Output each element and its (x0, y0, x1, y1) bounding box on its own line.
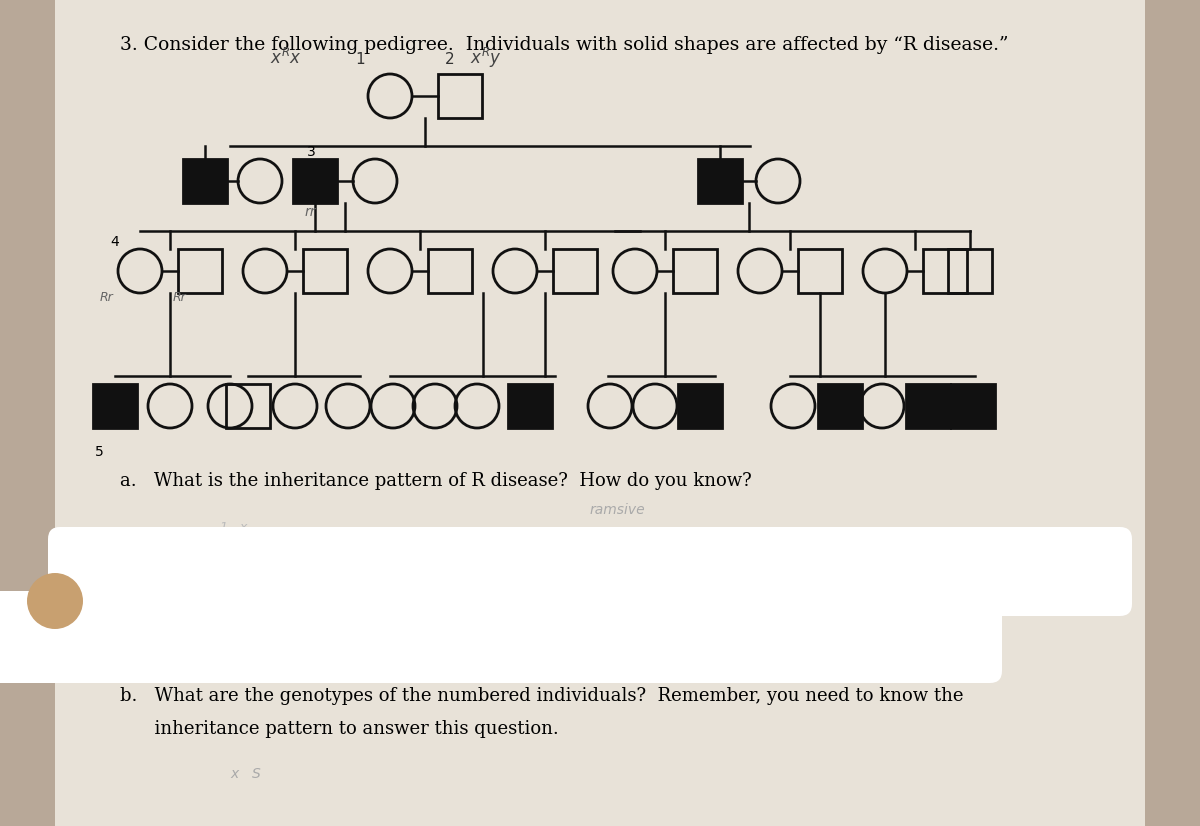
Text: 3: 3 (307, 145, 316, 159)
Text: Rr: Rr (100, 291, 114, 304)
Bar (798, 249, 842, 293)
Circle shape (28, 573, 83, 629)
Bar (438, 74, 482, 118)
Text: 1: 1 (355, 52, 365, 67)
Bar (906, 384, 950, 428)
Bar (293, 159, 337, 203)
Bar (818, 384, 862, 428)
Text: $x^R x$: $x^R x$ (270, 48, 301, 68)
Text: $x$   $S$: $x$ $S$ (230, 767, 262, 781)
Bar (178, 249, 222, 293)
Text: 4: 4 (110, 235, 119, 249)
Bar (923, 249, 967, 293)
Text: inheritance pattern to answer this question.: inheritance pattern to answer this quest… (120, 720, 559, 738)
Bar (428, 249, 472, 293)
Text: b.   What are the genotypes of the numbered individuals?  Remember, you need to : b. What are the genotypes of the numbere… (120, 687, 964, 705)
Text: be   can  have to be  bc  y: be can have to be bc y (120, 670, 265, 680)
Bar (302, 249, 347, 293)
Bar (508, 384, 552, 428)
Bar (678, 384, 722, 428)
Bar (182, 159, 227, 203)
Text: 1   x.: 1 x. (220, 521, 251, 534)
Bar (673, 249, 718, 293)
Bar (698, 159, 742, 203)
Text: ramsive: ramsive (590, 503, 646, 517)
FancyBboxPatch shape (0, 591, 1002, 683)
Text: rr: rr (305, 205, 317, 219)
Bar (226, 384, 270, 428)
Text: a.   What is the inheritance pattern of R disease?  How do you know?: a. What is the inheritance pattern of R … (120, 472, 751, 490)
Text: Rr: Rr (173, 291, 187, 304)
Text: 5: 5 (95, 445, 103, 459)
Text: 3. Consider the following pedigree.  Individuals with solid shapes are affected : 3. Consider the following pedigree. Indi… (120, 36, 1008, 54)
Bar (948, 249, 992, 293)
Text: can have to be  bc  y   you  n  e  b  n  d  u . . .  n   t: can have to be bc y you n e b n d u . . … (120, 643, 402, 653)
Bar (952, 384, 995, 428)
Text: $x^R y$: $x^R y$ (470, 46, 502, 70)
FancyBboxPatch shape (48, 527, 1132, 616)
Text: 2: 2 (445, 52, 455, 67)
Bar (94, 384, 137, 428)
Bar (553, 249, 598, 293)
